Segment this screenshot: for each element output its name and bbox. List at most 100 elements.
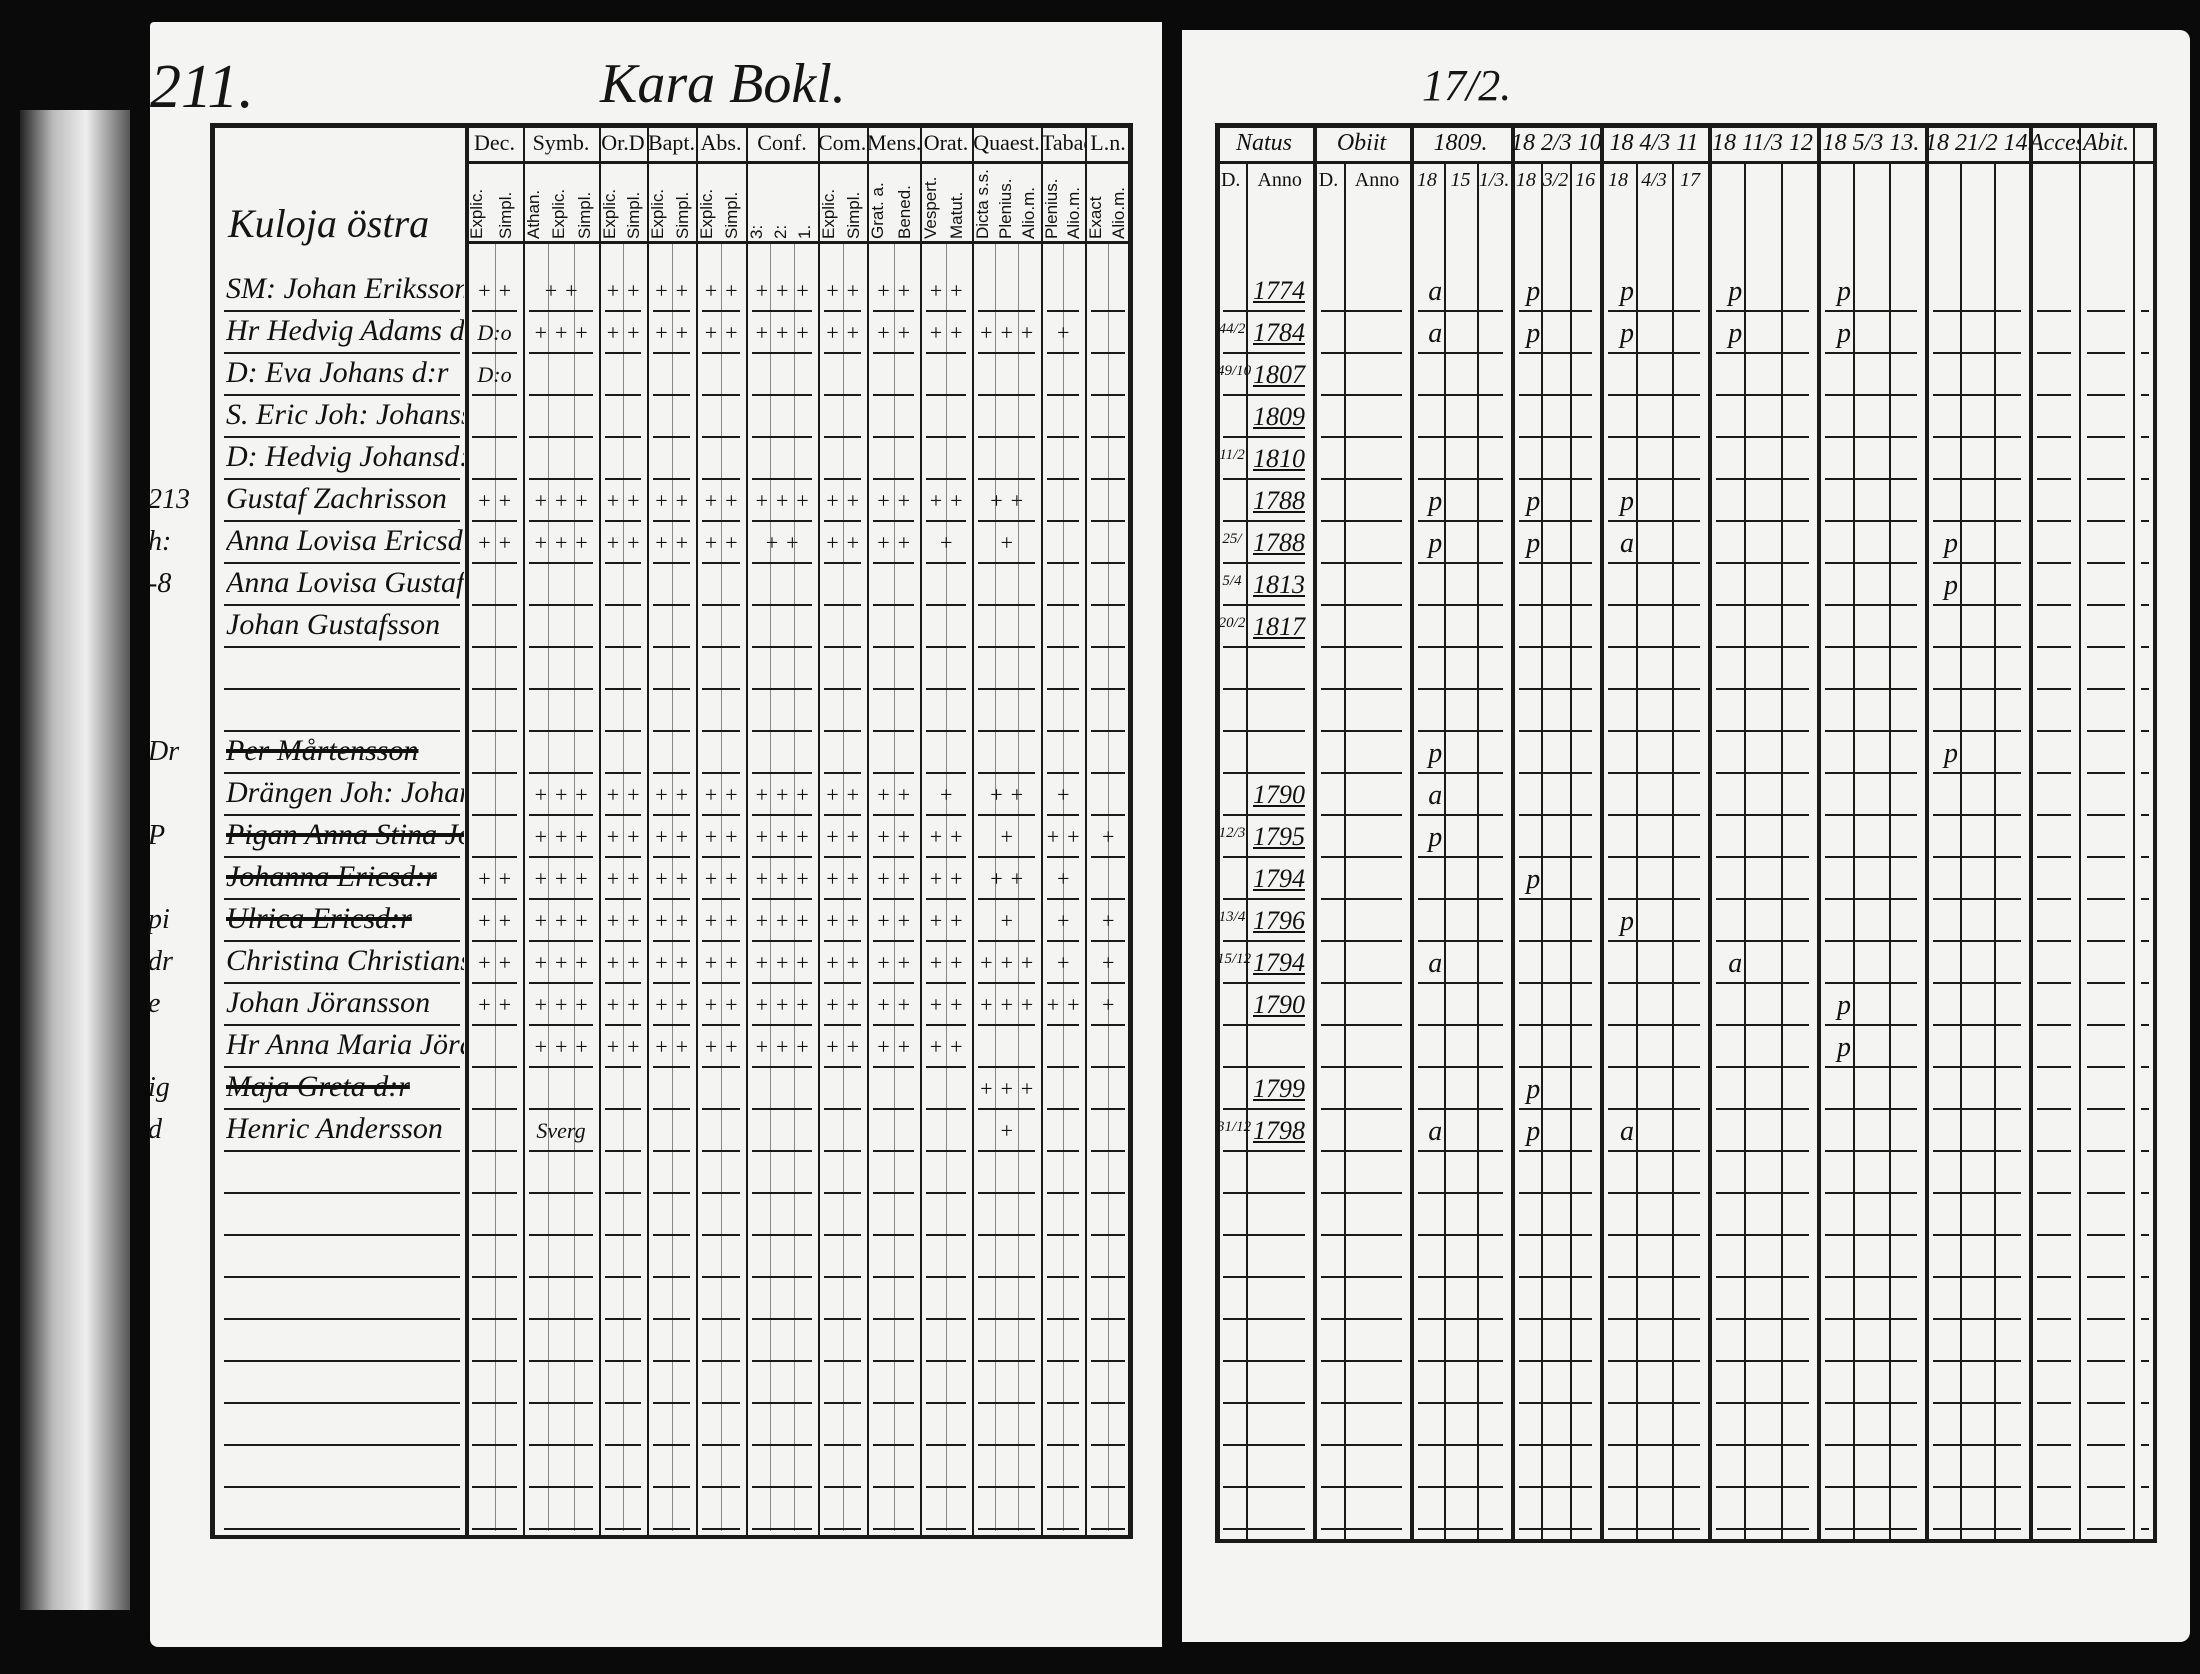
row-rule <box>752 1528 812 1530</box>
row-rule <box>978 982 1035 984</box>
birth-day: 44/2 <box>1218 321 1246 337</box>
row-rule <box>605 1528 641 1530</box>
row-rule <box>605 1192 641 1194</box>
row-rule <box>1091 1192 1125 1194</box>
row-rule <box>824 1108 861 1110</box>
row-rule <box>1519 1150 1592 1152</box>
row-rule <box>1223 436 1305 438</box>
row-rule <box>1933 520 2021 522</box>
subcolumn-divider <box>1443 161 1446 1541</box>
row-rule <box>1519 646 1592 648</box>
exam-year-mark: p <box>1428 822 1443 853</box>
table-row: D: Eva Johans d:r D:o <box>210 356 1131 402</box>
row-rule <box>472 940 517 942</box>
row-rule <box>978 814 1035 816</box>
row-rule <box>1047 1234 1079 1236</box>
column-subheader: 3/2 <box>1542 169 1569 191</box>
row-rule <box>2141 352 2149 354</box>
exam-mark: + + <box>928 824 964 849</box>
row-rule <box>752 1024 812 1026</box>
row-rule <box>1091 898 1125 900</box>
exam-year-mark: p <box>1526 486 1541 517</box>
row-rule <box>472 436 517 438</box>
row-rule <box>1321 394 1402 396</box>
row-rule <box>1825 1234 1917 1236</box>
row-rule <box>1223 814 1305 816</box>
row-rule <box>529 814 593 816</box>
row-rule <box>2087 1024 2125 1026</box>
row-rule <box>605 310 641 312</box>
row-rule <box>1608 1108 1700 1110</box>
row-rule <box>1716 940 1809 942</box>
row-rule <box>873 310 914 312</box>
column-header: Abs. <box>700 130 742 155</box>
row-rule <box>824 436 861 438</box>
exam-mark: + + <box>928 992 964 1017</box>
row-rule <box>529 1024 593 1026</box>
row-rule <box>1223 1108 1305 1110</box>
exam-mark: + + <box>605 278 641 303</box>
exam-mark: + + <box>703 278 739 303</box>
row-rule <box>1519 772 1592 774</box>
row-rule <box>1519 982 1592 984</box>
person-name: Hr Hedvig Adams d:r <box>226 314 464 347</box>
column-divider <box>696 123 698 1539</box>
row-rule <box>1716 646 1809 648</box>
row-rule <box>2087 1276 2125 1278</box>
row-rule <box>1091 436 1125 438</box>
row-rule <box>2087 478 2125 480</box>
row-rule <box>1321 1108 1402 1110</box>
row-rule <box>2037 478 2071 480</box>
row-rule <box>2141 520 2149 522</box>
row-rule <box>1047 1444 1079 1446</box>
row-rule <box>224 1066 460 1068</box>
exam-mark: + + <box>476 950 513 975</box>
person-name: Gustaf Zachrisson <box>226 482 447 515</box>
row-rule <box>1418 1192 1503 1194</box>
column-divider <box>1600 123 1604 1543</box>
row-rule <box>605 604 641 606</box>
row-rule <box>1418 982 1503 984</box>
exam-year-mark: p <box>1837 990 1851 1021</box>
row-rule <box>224 352 460 354</box>
row-rule <box>1047 1528 1079 1530</box>
row-rule <box>2141 1066 2149 1068</box>
row-rule <box>1091 478 1125 480</box>
row-rule <box>1716 604 1809 606</box>
row-rule <box>824 646 861 648</box>
row-rule <box>605 1150 641 1152</box>
column-subheader: Simpl. <box>844 191 863 239</box>
row-rule <box>224 856 460 858</box>
row-rule <box>1519 1066 1592 1068</box>
person-name: Pigan Anna Stina Joh:d:r <box>226 818 464 851</box>
row-rule <box>2037 394 2071 396</box>
subcolumn-divider <box>770 241 771 1531</box>
column-divider <box>2133 123 2135 1543</box>
subcolumn-divider <box>995 241 996 1531</box>
row-rule <box>1933 814 2021 816</box>
row-rule <box>653 1444 690 1446</box>
table-row: dr Christina Christiansd:r + + + + + + + + + +… <box>148 944 1131 990</box>
row-rule <box>1047 982 1079 984</box>
exam-mark: + + <box>928 320 964 345</box>
row-rule <box>1223 1318 1305 1320</box>
row-rule <box>1716 520 1809 522</box>
row-rule <box>653 1192 690 1194</box>
table-row: 11/2 1810 <box>1215 444 2157 486</box>
row-rule <box>2087 1360 2125 1362</box>
row-rule <box>653 436 690 438</box>
table-row: 25/1788 p p a p <box>1215 528 2157 570</box>
exam-mark: D:o <box>477 320 512 345</box>
person-name: Maja Greta d:r <box>226 1070 410 1103</box>
exam-year-mark: a <box>1428 948 1443 979</box>
row-rule <box>1321 856 1402 858</box>
row-rule <box>1716 730 1809 732</box>
row-rule <box>2141 1402 2149 1404</box>
row-rule <box>1418 1402 1503 1404</box>
exam-mark: + <box>999 908 1014 933</box>
exam-mark: + + <box>653 992 690 1017</box>
row-rule <box>1223 604 1305 606</box>
row-rule <box>1418 436 1503 438</box>
row-rule <box>1825 1192 1917 1194</box>
row-rule <box>472 688 517 690</box>
